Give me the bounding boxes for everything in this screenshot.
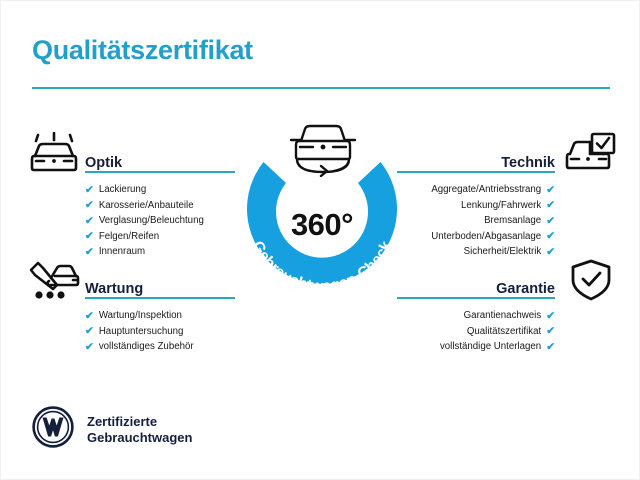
section-header: Optik	[85, 147, 235, 173]
section-divider	[397, 171, 555, 173]
section-title: Technik	[501, 155, 555, 171]
check-icon: ✔	[85, 183, 94, 196]
check-icon: ✔	[85, 199, 94, 212]
list-item-label: Wartung/Inspektion	[98, 310, 182, 321]
check-icon: ✔	[85, 230, 94, 243]
list-item-label: Lenkung/Fahrwerk	[460, 199, 542, 211]
list-item: ✔ Unterboden/Abgasanlage	[397, 229, 555, 245]
list-item: ✔ Lenkung/Fahrwerk	[397, 198, 555, 214]
check-icon: ✔	[85, 340, 94, 353]
check-icon: ✔	[546, 230, 555, 243]
list-item: ✔ Sicherheit/Elektrik	[397, 244, 555, 260]
section-title: Optik	[85, 155, 123, 171]
car-wrench-icon	[27, 258, 81, 307]
list-item-label: Karosserie/Anbauteile	[98, 199, 194, 211]
list-item: ✔ Karosserie/Anbauteile	[85, 198, 235, 214]
title-divider	[32, 87, 610, 89]
section-technik: Technik ✔ Aggregate/Antriebsstrang ✔ Lenku…	[397, 147, 555, 260]
list-item-label: Hauptuntersuchung	[98, 325, 184, 337]
list-item-label: Qualitätszertifikat	[466, 325, 542, 337]
vw-brand-line2: Gebrauchtwagen	[87, 429, 193, 445]
vw-brand-text: Zertifizierte Gebrauchtwagen	[87, 414, 192, 446]
list-item-label: vollständige Unterlagen	[439, 341, 542, 353]
list-item: ✔ Hauptuntersuchung	[85, 324, 235, 340]
checklist: ✔ Garantienachweis ✔ Qualitätszertifikat ✔…	[397, 308, 555, 355]
section-title: Wartung	[85, 281, 144, 297]
list-item-label: Innenraum	[98, 246, 146, 258]
check-icon: ✔	[85, 309, 94, 322]
list-item: ✔ Lackierung	[85, 182, 235, 198]
vw-brand-line1: Zertifizierte	[87, 413, 158, 429]
checklist: ✔ Lackierung ✔ Karosserie/Anbauteile ✔ Verg…	[85, 182, 235, 260]
check-icon: ✔	[85, 325, 94, 338]
check-icon: ✔	[85, 214, 94, 227]
list-item-label: Aggregate/Antriebsstrang	[431, 184, 542, 195]
check-icon: ✔	[546, 340, 555, 353]
check-icon: ✔	[546, 309, 555, 322]
car-checkbox-icon	[563, 132, 617, 181]
check-icon: ✔	[546, 245, 555, 258]
car-shine-icon	[27, 131, 81, 181]
vw-brand-footer: Zertifizierte Gebrauchtwagen	[32, 406, 192, 453]
list-item: ✔ vollständige Unterlagen	[397, 339, 555, 355]
check-icon: ✔	[546, 325, 555, 338]
section-optik: Optik ✔ Lackierung ✔ Karosserie/Anbauteile…	[85, 147, 235, 260]
section-divider	[85, 297, 235, 299]
shield-check-icon	[569, 258, 613, 307]
section-header: Garantie	[397, 273, 555, 299]
car-rotate-icon	[277, 119, 369, 177]
page-title: Qualitätszertifikat	[32, 35, 253, 65]
list-item: ✔ Innenraum	[85, 244, 235, 260]
check-icon: ✔	[85, 245, 94, 258]
list-item-label: Bremsanlage	[484, 215, 542, 227]
list-item-label: vollständiges Zubehör	[98, 341, 194, 353]
list-item-label: Felgen/Reifen	[98, 230, 160, 242]
check-icon: ✔	[546, 199, 555, 212]
section-header: Technik	[397, 147, 555, 173]
section-divider	[397, 297, 555, 299]
list-item-label: Unterboden/Abgasanlage	[431, 230, 542, 242]
list-item: ✔ Verglasung/Beleuchtung	[85, 213, 235, 229]
list-item: ✔ Felgen/Reifen	[85, 229, 235, 245]
check-icon: ✔	[546, 214, 555, 227]
list-item: ✔ Aggregate/Antriebsstrang	[397, 182, 555, 198]
section-garantie: Garantie ✔ Garantienachweis ✔ Qualitätszer…	[397, 273, 555, 355]
section-title: Garantie	[496, 281, 555, 297]
list-item-label: Verglasung/Beleuchtung	[98, 215, 204, 227]
section-divider	[85, 171, 235, 173]
badge-360-gebrauchtwagen-check: Gebrauchtwagen-Check 360°	[227, 121, 417, 311]
list-item-label: Sicherheit/Elektrik	[463, 246, 542, 258]
badge-ring	[247, 162, 397, 284]
check-icon: ✔	[546, 183, 555, 196]
list-item-label: Lackierung	[98, 184, 147, 195]
badge-degrees: 360°	[290, 207, 354, 242]
section-wartung: Wartung ✔ Wartung/Inspektion ✔ Hauptunters…	[85, 273, 235, 355]
list-item-label: Garantienachweis	[463, 310, 542, 321]
vw-logo	[32, 406, 74, 453]
list-item: ✔ Garantienachweis	[397, 308, 555, 324]
checklist: ✔ Wartung/Inspektion ✔ Hauptuntersuchung ✔…	[85, 308, 235, 355]
checklist: ✔ Aggregate/Antriebsstrang ✔ Lenkung/Fahrw…	[397, 182, 555, 260]
list-item: ✔ Qualitätszertifikat	[397, 324, 555, 340]
section-header: Wartung	[85, 273, 235, 299]
list-item: ✔ Bremsanlage	[397, 213, 555, 229]
list-item: ✔ Wartung/Inspektion	[85, 308, 235, 324]
list-item: ✔ vollständiges Zubehör	[85, 339, 235, 355]
